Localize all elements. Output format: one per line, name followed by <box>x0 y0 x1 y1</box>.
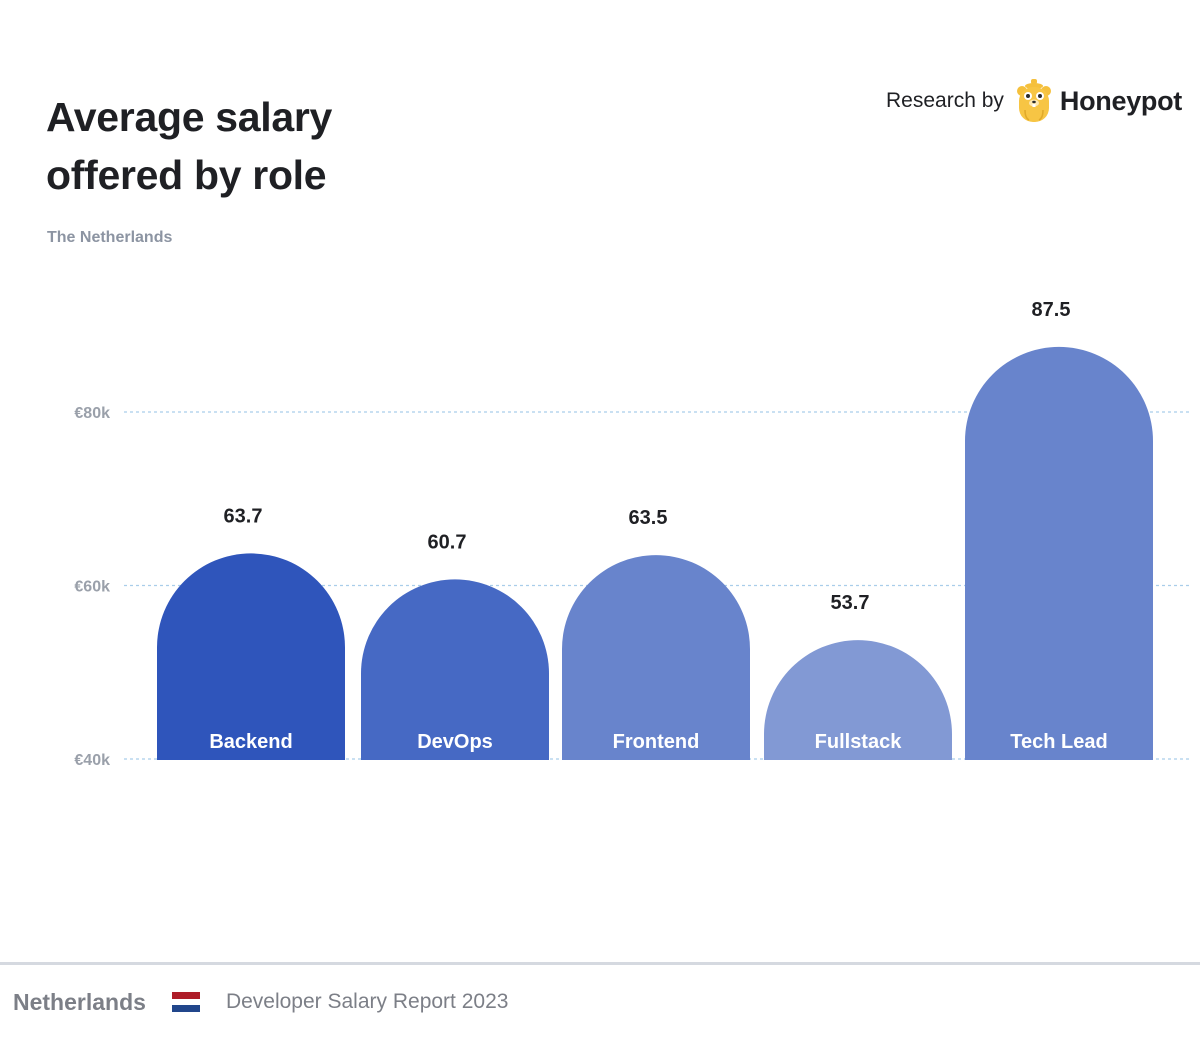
flag-stripe-white <box>171 998 200 1006</box>
honeypot-brand-name: Honeypot <box>1059 85 1182 116</box>
brand-attribution: Research by Honeypot <box>886 76 1182 126</box>
category-label: Backend <box>209 731 292 753</box>
netherlands-flag-icon <box>171 992 200 1013</box>
chart-title: Average salary offered by role <box>46 88 466 204</box>
category-label: Frontend <box>613 731 700 753</box>
honeypot-bear-icon <box>1016 79 1051 122</box>
data-label: 63.7 <box>224 505 263 527</box>
footer-report-title: Developer Salary Report 2023 <box>225 990 509 1013</box>
footer-divider <box>0 962 1200 965</box>
y-tick-label: €60k <box>74 579 110 596</box>
bar-chart: €40k €60k €80k Backend 63.7 DevOps 60.7 Fronten… <box>74 299 1190 769</box>
footer-country: Netherlands <box>13 988 146 1015</box>
chart-title-line-1: Average salary <box>46 94 333 140</box>
data-label: 53.7 <box>831 592 870 614</box>
footer: Netherlands Developer Salary Report 2023 <box>13 985 508 1019</box>
y-tick-label: €80k <box>74 405 110 422</box>
category-label: Fullstack <box>815 731 903 753</box>
data-label: 87.5 <box>1032 299 1071 321</box>
y-tick-label: €40k <box>74 752 110 769</box>
bar-tech-lead <box>965 346 1153 760</box>
bar-backend <box>157 553 345 760</box>
category-label: Tech Lead <box>1010 731 1107 753</box>
data-label: 63.5 <box>629 507 668 529</box>
chart-title-line-2: offered by role <box>46 152 327 198</box>
data-label: 60.7 <box>428 531 467 553</box>
chart-subtitle: The Netherlands <box>47 229 173 246</box>
flag-stripe-red <box>171 992 200 999</box>
bar-devops <box>361 579 549 760</box>
bar-frontend <box>562 555 750 760</box>
flag-stripe-blue <box>171 1005 200 1013</box>
research-by-label: Research by <box>886 89 1004 112</box>
category-label: DevOps <box>417 731 493 753</box>
bar-fullstack <box>764 640 952 760</box>
